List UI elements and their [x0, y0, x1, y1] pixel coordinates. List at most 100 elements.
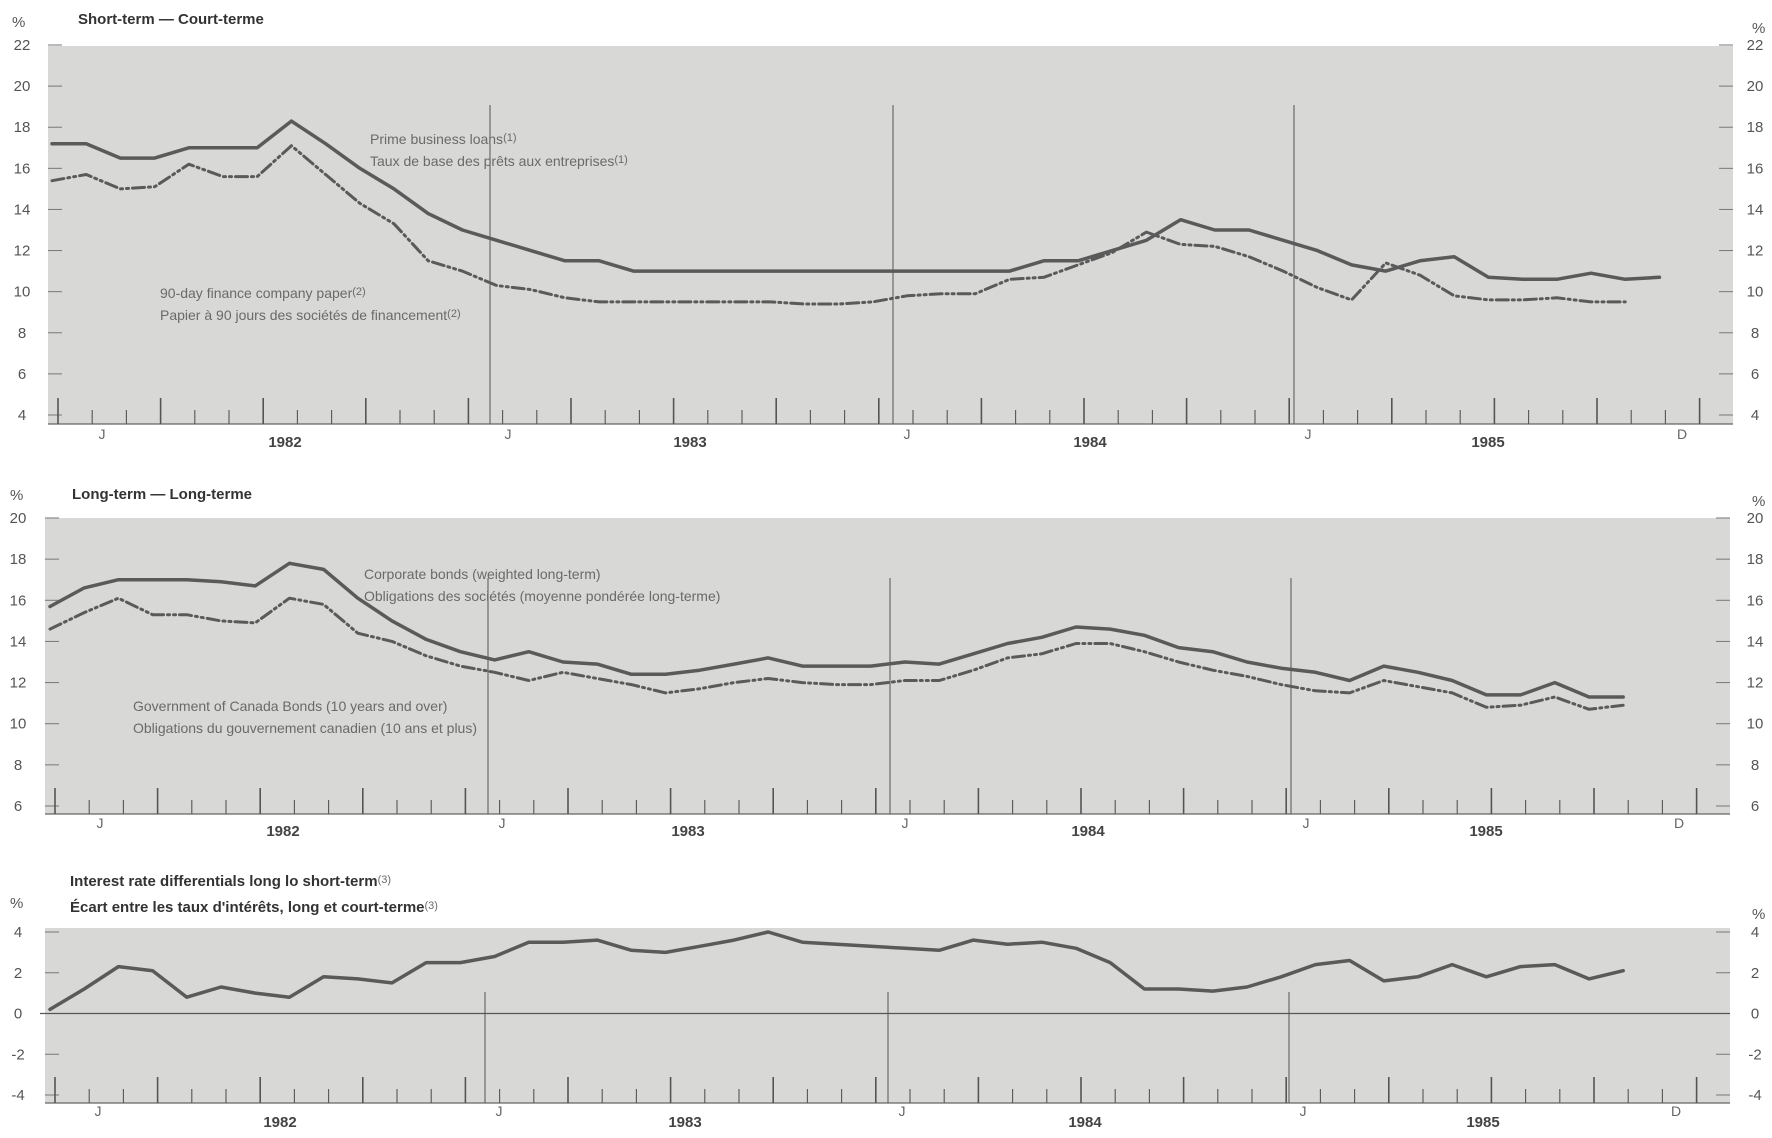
series-line-dashdot: [50, 144, 1627, 306]
x-month-label: J: [902, 815, 909, 831]
x-year-label: 1982: [263, 1114, 296, 1131]
x-year-label: 1983: [673, 434, 706, 451]
y-tick-label-left: 2: [14, 965, 22, 982]
y-tick-label-left: 6: [14, 798, 22, 815]
x-month-label: D: [1674, 815, 1684, 831]
long-term-right-unit: %: [1752, 493, 1765, 510]
long-term-title: Long-term — Long-terme: [72, 486, 252, 503]
long-term-annotation-3: Government of Canada Bonds (10 years and…: [133, 698, 447, 714]
y-tick-label-right: 16: [1747, 160, 1764, 177]
differential-right-unit: %: [1752, 906, 1765, 923]
short-term-panel: Short-term — Court-terme % % 4 4 6 6 8 8 10 10 1…: [12, 11, 1765, 451]
x-year-label: 1983: [668, 1114, 701, 1131]
x-month-label: J: [1300, 1103, 1307, 1119]
long-term-series: [48, 561, 1625, 711]
x-month-label: J: [99, 426, 106, 442]
y-tick-label-right: 22: [1747, 37, 1764, 54]
y-tick-label-left: 14: [14, 201, 31, 218]
long-term-annotation-2: Obligations des sociétés (moyenne pondér…: [364, 588, 720, 604]
y-tick-label-left: 10: [14, 284, 31, 301]
short-term-plot-area: [48, 46, 1733, 424]
differential-left-unit: %: [10, 895, 23, 912]
differential-title-en: Interest rate differentials long lo shor…: [70, 873, 391, 890]
y-tick-label-right: 12: [1747, 675, 1764, 692]
x-year-label: 1983: [671, 823, 704, 840]
long-term-panel: Long-term — Long-terme % % 6 6 8 8 10 10 12 12 1…: [10, 486, 1766, 840]
y-tick-label-right: 10: [1747, 284, 1764, 301]
x-month-label: D: [1671, 1103, 1681, 1119]
x-year-label: 1984: [1068, 1114, 1102, 1131]
y-tick-label-left: 20: [14, 78, 31, 95]
series-line-solid: [50, 119, 1662, 282]
y-tick-label-right: 6: [1751, 366, 1759, 383]
x-year-label: 1985: [1471, 434, 1504, 451]
y-tick-label-left: 12: [10, 675, 27, 692]
y-tick-label-right: -4: [1748, 1087, 1761, 1104]
short-term-annotation-4: Papier à 90 jours des sociétés de financ…: [160, 307, 461, 323]
y-tick-label-right: 8: [1751, 325, 1759, 342]
y-tick-label-left: 20: [10, 510, 27, 527]
y-tick-label-right: 20: [1747, 510, 1764, 527]
y-tick-label-right: 14: [1747, 201, 1764, 218]
y-tick-label-right: 2: [1751, 965, 1759, 982]
y-tick-label-right: 4: [1751, 407, 1759, 424]
short-term-y-axis: 4 4 6 6 8 8 10 10 12 12 14 14 16 16 18 18 20 20 22 22: [14, 37, 1764, 424]
y-tick-label-left: 6: [18, 366, 26, 383]
x-month-label: J: [95, 1103, 102, 1119]
short-term-x-axis: 1982 1983 1984 1985 J J J J D: [48, 105, 1733, 451]
y-tick-label-left: 4: [18, 407, 26, 424]
short-term-left-unit: %: [12, 14, 25, 31]
y-tick-label-right: 12: [1747, 243, 1764, 260]
y-tick-label-left: 14: [10, 633, 27, 650]
y-tick-label-right: 0: [1751, 1006, 1759, 1023]
long-term-left-unit: %: [10, 487, 23, 504]
y-tick-label-left: 18: [14, 119, 31, 136]
y-tick-label-right: 20: [1747, 78, 1764, 95]
y-tick-label-left: 0: [14, 1006, 22, 1023]
long-term-annotation-1: Corporate bonds (weighted long-term): [364, 566, 601, 582]
x-year-label: 1985: [1466, 1114, 1499, 1131]
long-term-y-axis: 6 6 8 8 10 10 12 12 14 14 16 16 18 18 20 20: [10, 510, 1764, 815]
y-tick-label-left: 18: [10, 551, 27, 568]
long-term-annotation-4: Obligations du gouvernement canadien (10…: [133, 720, 477, 736]
y-tick-label-left: 12: [14, 243, 31, 260]
x-month-label: D: [1677, 426, 1687, 442]
long-term-x-axis: 1982 1983 1984 1985 J J J J D: [45, 578, 1730, 840]
y-tick-label-left: -4: [11, 1087, 24, 1104]
series-line-solid: [48, 930, 1625, 1012]
y-tick-label-right: 4: [1751, 924, 1759, 941]
short-term-annotation-2: Taux de base des prêts aux entreprises(1…: [370, 153, 628, 169]
short-term-series: [50, 119, 1662, 306]
differential-title-fr: Écart entre les taux d'intérêts, long et…: [70, 899, 438, 916]
x-year-label: 1982: [268, 434, 301, 451]
x-year-label: 1984: [1073, 434, 1107, 451]
y-tick-label-left: -2: [11, 1046, 24, 1063]
short-term-title: Short-term — Court-terme: [78, 11, 264, 28]
y-tick-label-left: 16: [10, 592, 27, 609]
y-tick-label-right: 16: [1747, 592, 1764, 609]
y-tick-label-right: 10: [1747, 716, 1764, 733]
y-tick-label-right: -2: [1748, 1046, 1761, 1063]
x-month-label: J: [97, 815, 104, 831]
y-tick-label-left: 8: [14, 757, 22, 774]
y-tick-label-right: 6: [1751, 798, 1759, 815]
x-year-label: 1982: [266, 823, 299, 840]
x-month-label: J: [904, 426, 911, 442]
x-month-label: J: [1305, 426, 1312, 442]
series-line-solid: [48, 561, 1625, 699]
x-year-label: 1985: [1469, 823, 1502, 840]
x-month-label: J: [499, 815, 506, 831]
x-year-label: 1984: [1071, 823, 1105, 840]
y-tick-label-right: 8: [1751, 757, 1759, 774]
long-term-plot-area: [45, 518, 1730, 814]
y-tick-label-right: 14: [1747, 633, 1764, 650]
x-month-label: J: [1303, 815, 1310, 831]
y-tick-label-left: 10: [10, 716, 27, 733]
differential-panel: Interest rate differentials long lo shor…: [10, 873, 1765, 1131]
y-tick-label-right: 18: [1747, 119, 1764, 136]
x-month-label: J: [899, 1103, 906, 1119]
y-tick-label-left: 22: [14, 37, 31, 54]
short-term-annotation-1: Prime business loans(1): [370, 131, 517, 147]
y-tick-label-right: 18: [1747, 551, 1764, 568]
